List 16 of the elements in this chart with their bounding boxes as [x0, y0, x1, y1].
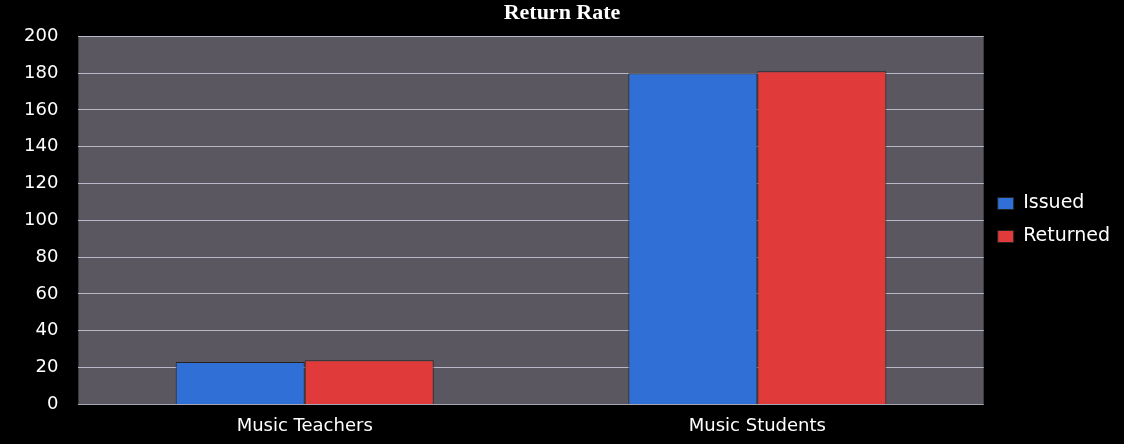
y-tick-label: 80	[35, 244, 59, 266]
y-tick-label: 160	[24, 97, 59, 119]
y-tick-label: 200	[24, 24, 59, 46]
y-tick-label: 60	[35, 281, 59, 303]
legend-label: Issued	[1023, 190, 1085, 213]
chart-title: Return Rate	[503, 0, 621, 24]
y-tick-label: 120	[24, 171, 59, 193]
y-tick-label: 20	[35, 355, 59, 377]
y-tick-label: 0	[46, 392, 59, 414]
y-tick-label: 180	[24, 60, 59, 82]
y-tick-label: 140	[24, 134, 59, 156]
y-tick-label: 100	[24, 208, 59, 230]
y-tick-label: 40	[35, 318, 59, 340]
x-tick-label: Music Students	[688, 413, 826, 435]
x-tick-label: Music Teachers	[236, 413, 373, 435]
legend-label: Returned	[1023, 223, 1111, 246]
